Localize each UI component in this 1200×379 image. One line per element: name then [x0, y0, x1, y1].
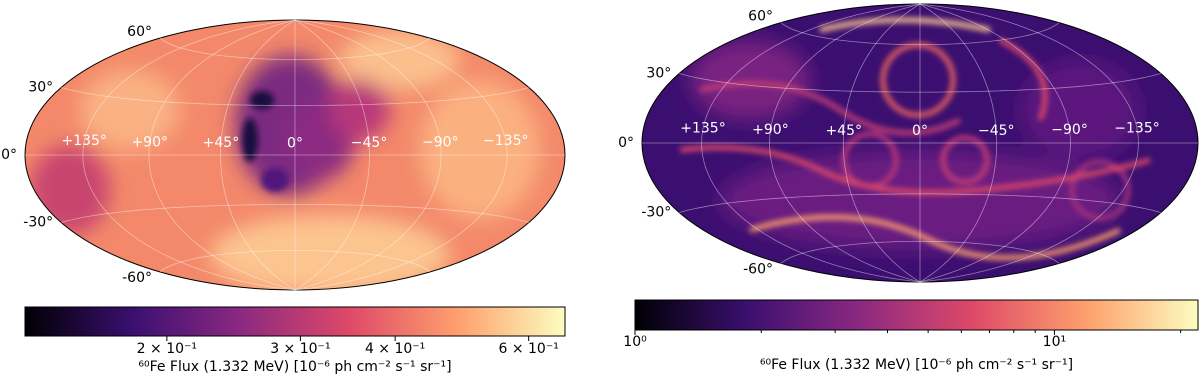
- parallel: [61, 204, 529, 223]
- parallel: [679, 73, 1161, 93]
- meridian: [294, 19, 442, 291]
- tick-label: 10¹: [1043, 334, 1066, 350]
- map-frame: [24, 19, 566, 291]
- latitude-label: 30°: [646, 66, 671, 82]
- latitude-label: 60°: [127, 24, 152, 40]
- latitude-label: 0°: [1, 147, 17, 163]
- graticule: [25, 19, 565, 291]
- tick-label: 10⁰: [623, 334, 647, 350]
- longitude-label: −90°: [422, 134, 459, 150]
- tick-label: 3 × 10⁻¹: [270, 341, 330, 357]
- parallel: [159, 37, 431, 60]
- tick-label: 4 × 10⁻¹: [365, 341, 425, 357]
- longitude-label: −135°: [483, 133, 528, 149]
- map-frame: [641, 3, 1199, 283]
- longitude-label: +90°: [131, 134, 168, 150]
- graticule: [642, 3, 1198, 283]
- longitude-label: −45°: [351, 135, 388, 151]
- parallel: [159, 250, 431, 273]
- latitude-label: -60°: [743, 261, 773, 277]
- longitude-label: +45°: [825, 123, 862, 139]
- longitude-label: 0°: [287, 135, 303, 151]
- colorbar: [24, 306, 566, 337]
- longitude-label: −90°: [1051, 122, 1088, 138]
- parallel: [780, 240, 1060, 264]
- meridian: [294, 19, 508, 291]
- longitude-label: −135°: [1114, 121, 1159, 137]
- latitude-label: -60°: [122, 270, 152, 286]
- longitude-label: +135°: [61, 133, 106, 149]
- latitude-label: 0°: [618, 135, 634, 151]
- longitude-label: +45°: [203, 135, 240, 151]
- latitude-label: -30°: [23, 215, 53, 231]
- meridian: [919, 3, 1139, 283]
- map-image: [642, 4, 1198, 282]
- colorbar: [634, 299, 1199, 331]
- meridian: [701, 3, 921, 283]
- colorbar-label: ⁶⁰Fe Flux (1.332 MeV) [10⁻⁶ ph cm⁻² s⁻¹ …: [138, 359, 451, 375]
- meridian: [842, 3, 921, 283]
- tick-label: 6 × 10⁻¹: [498, 341, 558, 357]
- parallel: [780, 22, 1060, 46]
- latitude-label: 60°: [748, 9, 773, 25]
- meridian: [294, 19, 370, 291]
- parallel: [61, 87, 529, 106]
- longitude-label: −45°: [978, 123, 1015, 139]
- map-image: [25, 20, 565, 290]
- meridian: [919, 3, 998, 283]
- meridian: [148, 19, 296, 291]
- longitude-label: +135°: [680, 121, 725, 137]
- parallel: [679, 193, 1161, 213]
- meridian: [769, 3, 921, 283]
- meridian: [220, 19, 296, 291]
- meridian: [82, 19, 296, 291]
- colorbar-label: ⁶⁰Fe Flux (1.332 MeV) [10⁻⁶ ph cm⁻² s⁻¹ …: [760, 357, 1073, 373]
- latitude-label: 30°: [28, 80, 53, 96]
- longitude-label: 0°: [912, 123, 928, 139]
- longitude-label: +90°: [752, 122, 789, 138]
- tick-label: 2 × 10⁻¹: [137, 341, 197, 357]
- meridian: [919, 3, 1071, 283]
- latitude-label: -30°: [641, 205, 671, 221]
